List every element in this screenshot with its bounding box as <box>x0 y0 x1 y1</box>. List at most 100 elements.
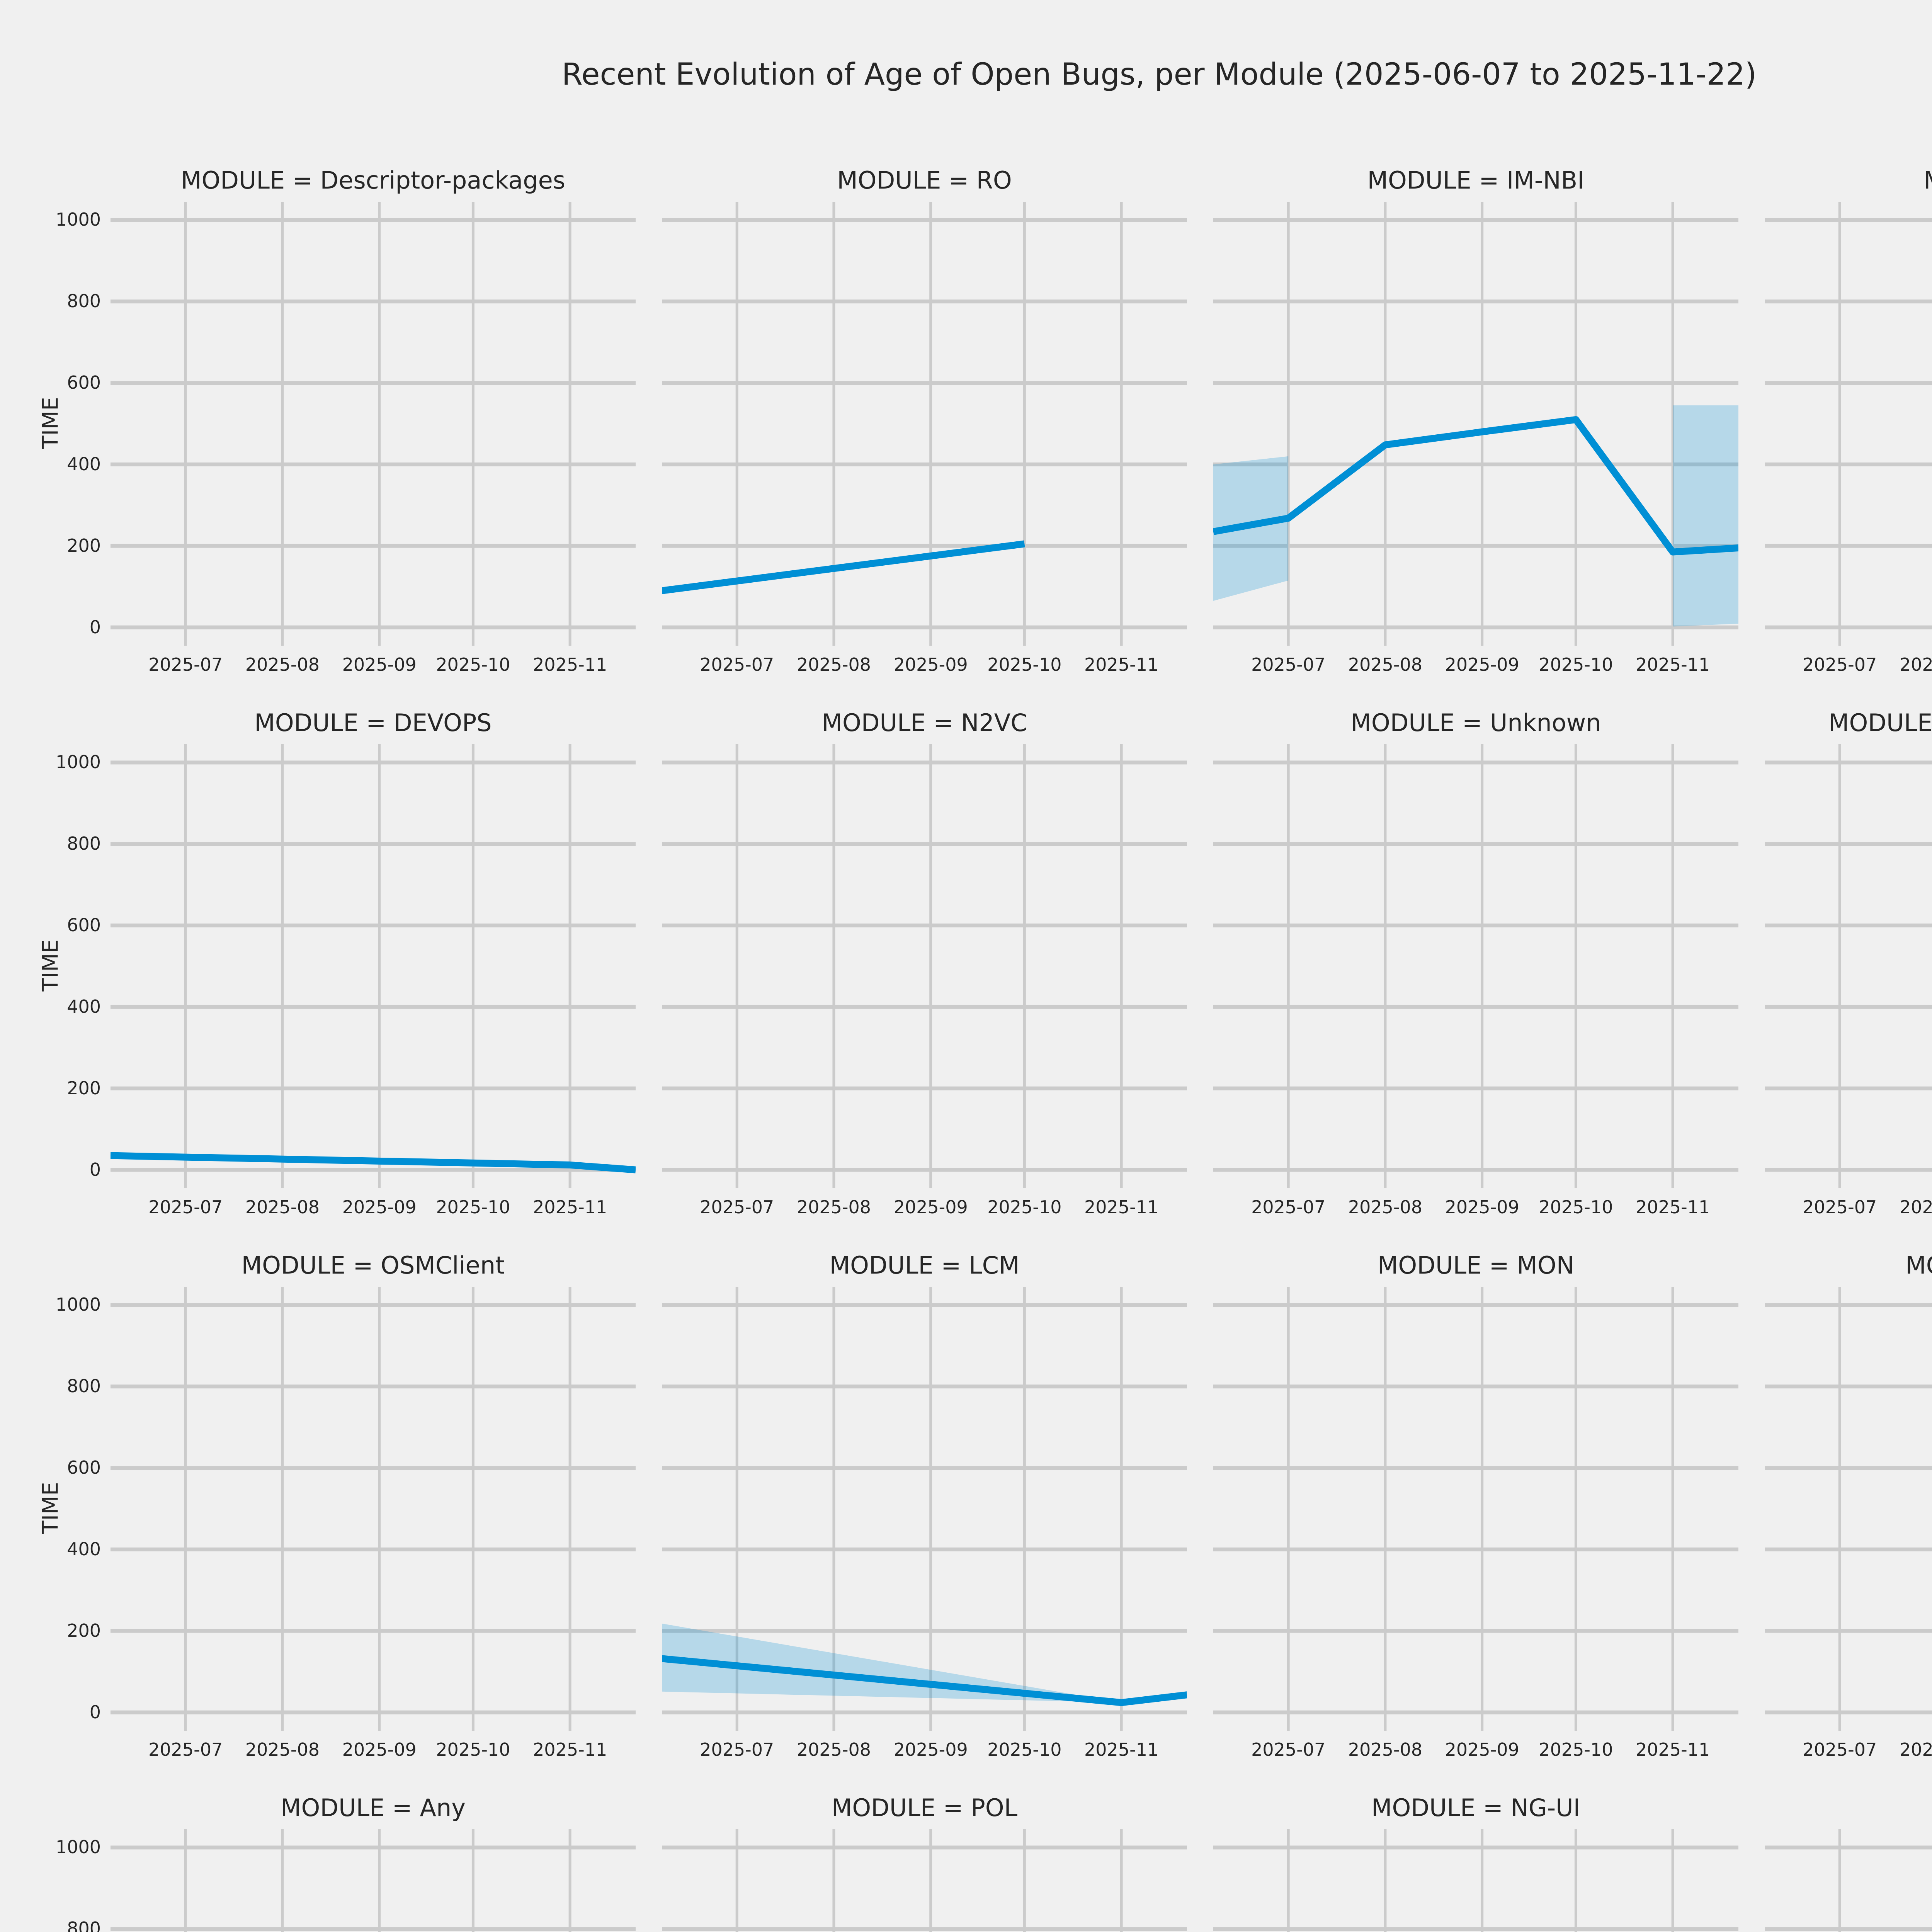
plot-area <box>662 744 1187 1188</box>
x-tick-label: 2025-11 <box>533 1739 607 1760</box>
y-tick-label: 400 <box>67 1538 101 1560</box>
x-tick-label: 2025-10 <box>987 654 1062 675</box>
facet-N2VC: MODULE = N2VC 2025-07 2025-08 2025-09 2025-1… <box>662 709 1187 1218</box>
facet-title: MODULE = IM-NBI <box>1367 166 1585 194</box>
plot-area <box>111 202 636 646</box>
x-tick-label: 2025-09 <box>893 654 968 675</box>
x-tick-label: 2025-10 <box>436 1739 510 1760</box>
facet-OSMClient: MODULE = OSMClient 2025-07 2025-08 2025-09 2… <box>38 1251 636 1760</box>
x-tick-label: 2025-07 <box>148 1739 223 1760</box>
x-tick-label: 2025-07 <box>1251 654 1326 675</box>
x-tick-label: 2025-09 <box>1445 1197 1519 1218</box>
x-tick-label: 2025-11 <box>1084 1739 1159 1760</box>
x-tick-label: 2025-08 <box>1348 1739 1423 1760</box>
facet-title: MODULE = PLA <box>1765 1794 1932 1822</box>
y-tick-label: 200 <box>67 1077 101 1099</box>
x-tick-label: 2025-07 <box>148 1197 223 1218</box>
facet-title: MODULE = POL <box>831 1794 1018 1822</box>
trend-line <box>662 540 1025 594</box>
y-tick-label: 800 <box>67 1918 101 1932</box>
x-tick-label: 2025-10 <box>436 1197 510 1218</box>
plot-area <box>1765 1287 1932 1731</box>
y-tick-label: 600 <box>67 915 101 936</box>
facet-title: MODULE = common <box>1905 1251 1932 1279</box>
facet-title: MODULE = LCM <box>829 1251 1020 1279</box>
y-tick-label: 1000 <box>55 1294 101 1315</box>
x-tick-label: 2025-09 <box>342 1197 417 1218</box>
y-tick-label: 600 <box>67 372 101 393</box>
x-tick-label: 2025-10 <box>1539 654 1613 675</box>
y-tick-label: 1000 <box>55 752 101 773</box>
facet-title: MODULE = N2VC <box>821 709 1027 737</box>
x-tick-label: 2025-08 <box>796 654 871 675</box>
trend-line <box>111 1152 636 1173</box>
plot-area <box>662 1287 1187 1731</box>
x-tick-label: 2025-08 <box>1348 1197 1423 1218</box>
y-tick-label: 600 <box>67 1457 101 1478</box>
facet-common: MODULE = common2025-072025-082025-092025… <box>1765 1251 1932 1760</box>
trend-line <box>662 1655 1187 1706</box>
facet-title: MODULE = MON <box>1377 1251 1575 1279</box>
x-tick-label: 2025-11 <box>1636 1739 1710 1760</box>
x-tick-label: 2025-08 <box>245 1739 320 1760</box>
x-tick-label: 2025-09 <box>342 654 417 675</box>
y-tick-label: 800 <box>67 291 101 312</box>
y-tick-label: 200 <box>67 535 101 556</box>
x-tick-label: 2025-08 <box>1899 1197 1932 1218</box>
x-tick-label: 2025-11 <box>533 1197 607 1218</box>
plot-area <box>662 1829 1187 1932</box>
y-axis-label: TIME <box>38 939 63 992</box>
x-tick-label: 2025-07 <box>1803 1739 1877 1760</box>
facet-LCM: MODULE = LCM 2025-07 2025-08 2025-09 2025-10… <box>662 1251 1187 1760</box>
plot-area <box>1765 1829 1932 1932</box>
y-tick-label: 400 <box>67 453 101 474</box>
facet-title: MODULE = OSMClient <box>241 1251 505 1279</box>
facet-DEVOPS: MODULE = DEVOPS 2025-07 2025-08 2025-09 2025… <box>38 709 636 1218</box>
x-tick-label: 2025-08 <box>245 1197 320 1218</box>
x-tick-label: 2025-10 <box>436 654 510 675</box>
facet-title: MODULE = Unknown <box>1350 709 1601 737</box>
x-tick-label: 2025-11 <box>1084 654 1159 675</box>
x-tick-label: 2025-10 <box>1539 1197 1613 1218</box>
x-tick-label: 2025-11 <box>1084 1197 1159 1218</box>
x-tick-label: 2025-09 <box>1445 1739 1519 1760</box>
x-tick-label: 2025-08 <box>1899 1739 1932 1760</box>
x-tick-label: 2025-09 <box>893 1197 968 1218</box>
y-tick-label: 0 <box>89 1701 101 1723</box>
plot-area <box>1213 744 1738 1188</box>
x-tick-label: 2025-07 <box>700 1197 774 1218</box>
y-tick-label: 400 <box>67 996 101 1017</box>
facet-title: MODULE = Descriptor-packages <box>180 166 566 194</box>
x-tick-label: 2025-09 <box>1445 654 1519 675</box>
facet-NG-UI: MODULE = NG-UI2025-072025-082025-092025-… <box>1213 1794 1738 1932</box>
x-tick-label: 2025-10 <box>1539 1739 1613 1760</box>
y-tick-label: 800 <box>67 1376 101 1397</box>
x-tick-label: 2025-07 <box>700 1739 774 1760</box>
x-tick-label: 2025-11 <box>1636 1197 1710 1218</box>
x-tick-label: 2025-10 <box>987 1739 1062 1760</box>
figure-title: Recent Evolution of Age of Open Bugs, pe… <box>561 57 1757 92</box>
x-tick-label: 2025-09 <box>342 1739 417 1760</box>
facet-Any: MODULE = Any2025-072025-082025-092025-10… <box>56 1794 636 1932</box>
x-tick-label: 2025-07 <box>1251 1197 1326 1218</box>
facet-PLA: MODULE = PLA2025-072025-082025-092025-10… <box>1765 1829 1932 1932</box>
facet-Documentation / Wiki: MODULE = Documentation / Wiki 2025-07 2025… <box>1765 709 1932 1218</box>
y-tick-label: 0 <box>89 616 101 638</box>
x-tick-label: 2025-11 <box>533 654 607 675</box>
y-axis-label: TIME <box>38 396 63 449</box>
confidence-band <box>1213 456 1289 601</box>
confidence-band <box>1673 405 1738 627</box>
y-tick-label: 1000 <box>55 1837 101 1858</box>
confidence-band <box>662 1623 1122 1703</box>
x-tick-label: 2025-08 <box>796 1739 871 1760</box>
plot-area <box>1765 202 1932 646</box>
plot-area <box>111 744 636 1188</box>
x-tick-label: 2025-07 <box>1803 1197 1877 1218</box>
plot-area <box>1213 1287 1738 1731</box>
facet-RO: MODULE = RO 2025-07 2025-08 2025-09 2025-10 2… <box>662 166 1187 675</box>
plot-area <box>662 202 1187 646</box>
facet-title: MODULE = RO <box>837 166 1012 194</box>
x-tick-label: 2025-07 <box>1803 654 1877 675</box>
facet-title: MODULE = Other <box>1765 166 1932 194</box>
plot-area <box>1213 202 1738 646</box>
